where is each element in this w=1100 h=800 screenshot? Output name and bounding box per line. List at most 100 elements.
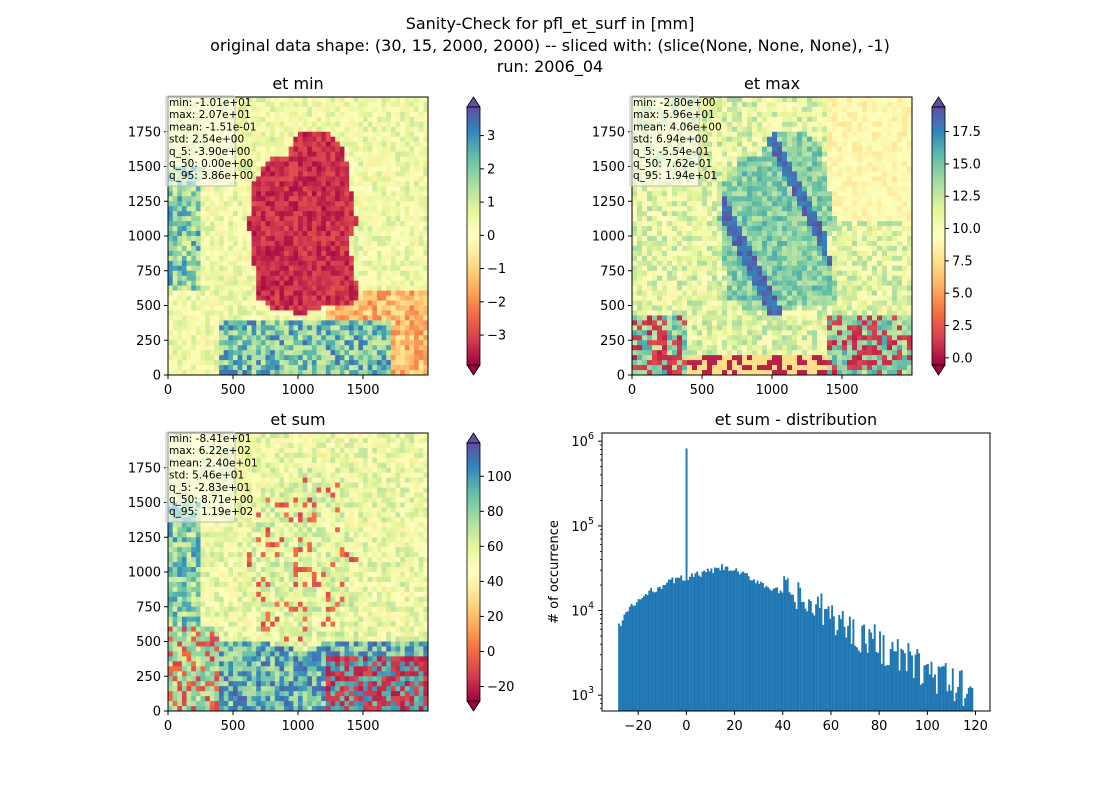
y-tick-label: 0 [153,369,161,384]
histogram-bar [891,641,894,711]
histogram-bar [864,643,867,711]
colorbar: −20 0 20 40 60 80 100 [466,432,514,712]
histogram-bar [769,589,771,711]
x-tick-label: 20 [726,719,743,734]
histogram-bar [861,625,864,711]
x-tick-label: 0 [164,719,172,734]
y-axis-label: # of occurrence [547,520,562,624]
colorbar-extend-min-arrow [466,364,481,376]
stats-line: mean: 4.06e+00 [633,121,722,133]
histogram-bar [667,579,670,711]
histogram-bar [797,582,800,711]
stats-line: max: 5.96e+01 [633,109,715,121]
histogram-bar [753,579,755,711]
colorbar-tick-label: 60 [487,540,504,555]
histogram-bar [827,606,830,711]
histogram-bar [703,570,706,711]
histogram-bar [896,639,899,711]
stats-line: q_95: 1.19e+02 [169,506,253,518]
histogram-bar [625,612,628,711]
histogram-bar [784,580,787,711]
histogram-bar [772,588,775,711]
stats-line: q_50: 8.71e+00 [169,494,253,506]
y-tick-label: 750 [600,264,625,279]
histogram-bar [664,585,667,711]
histogram-bar [935,693,938,711]
histogram-bar [813,615,816,711]
histogram-bar [879,631,881,711]
y-tick-label: 250 [136,334,161,349]
histogram-bar [809,600,812,711]
histogram-bar [738,574,741,711]
histogram-bar [855,647,858,711]
histogram-bar [632,605,635,711]
histogram-bar [877,652,880,711]
histogram-bar [822,624,825,711]
stats-line: q_50: 7.62e-01 [633,158,712,170]
histogram-bar [923,665,926,711]
histogram-bar [644,594,647,711]
colorbar-tick-label: 10.0 [952,222,981,237]
histogram-bar [660,588,663,711]
y-tick-label: 750 [136,600,161,615]
stats-box-background [165,95,236,187]
y-tick-label: 0 [617,369,625,384]
histogram-bar [708,571,711,711]
histogram-bar [804,608,807,711]
histogram-bar [721,564,724,711]
histogram-bar [621,620,624,711]
colorbar-gradient [467,107,480,365]
histogram-bar [651,591,654,711]
y-tick-label: 1750 [128,461,161,476]
stats-line: min: -8.41e+01 [169,433,251,445]
colorbar-extend-max-arrow [466,432,481,444]
x-tick-label: 1000 [755,383,788,398]
histogram-bar [698,575,700,711]
histogram-bar [925,664,928,711]
histogram-bar [816,596,819,711]
histogram-bar [729,570,732,711]
histogram-bar [696,571,699,711]
histogram-bar [646,594,649,711]
histogram-bar [699,576,702,711]
y-tick-label: 0 [153,705,161,720]
colorbar-tick-label: 1 [487,196,495,211]
map-title: et sum [270,410,325,429]
histogram-bar [627,611,629,711]
histogram-bar [666,582,668,711]
histogram-bar [761,583,764,711]
histogram-bar [840,619,842,711]
stats-line: q_5: -5.54e-01 [633,146,709,158]
colorbar-extend-max-arrow [931,96,946,108]
x-tick-label: 40 [774,719,791,734]
histogram-bar [829,618,832,711]
histogram-bar [930,661,933,711]
histogram-bar [887,665,890,711]
histogram-bar [868,629,871,711]
histogram-bar [701,571,704,711]
histogram-bar [852,619,855,711]
colorbar-gradient [932,107,945,365]
histogram-bar [706,568,709,711]
histogram-bar [715,568,718,711]
histogram-bar [953,701,956,711]
histogram-bar [873,624,876,711]
histogram-bar [657,587,660,711]
histogram-bar [950,690,952,711]
histogram-bar [898,670,901,711]
histogram-bar [641,598,644,711]
histogram-bar [838,615,841,711]
stats-line: mean: 2.40e+01 [169,457,258,469]
colorbar-tick-label: 7.5 [952,254,973,269]
histogram-bar [820,593,823,711]
y-tick-label: 1000 [128,566,161,581]
x-tick-label: 500 [221,383,246,398]
y-tick-label: 1000 [592,230,625,245]
histogram-bar [735,568,738,711]
y-tick-label: 750 [136,264,161,279]
y-tick-label: 250 [600,334,625,349]
histogram-bar [653,592,656,711]
colorbar-tick-label: 15.0 [952,157,981,172]
